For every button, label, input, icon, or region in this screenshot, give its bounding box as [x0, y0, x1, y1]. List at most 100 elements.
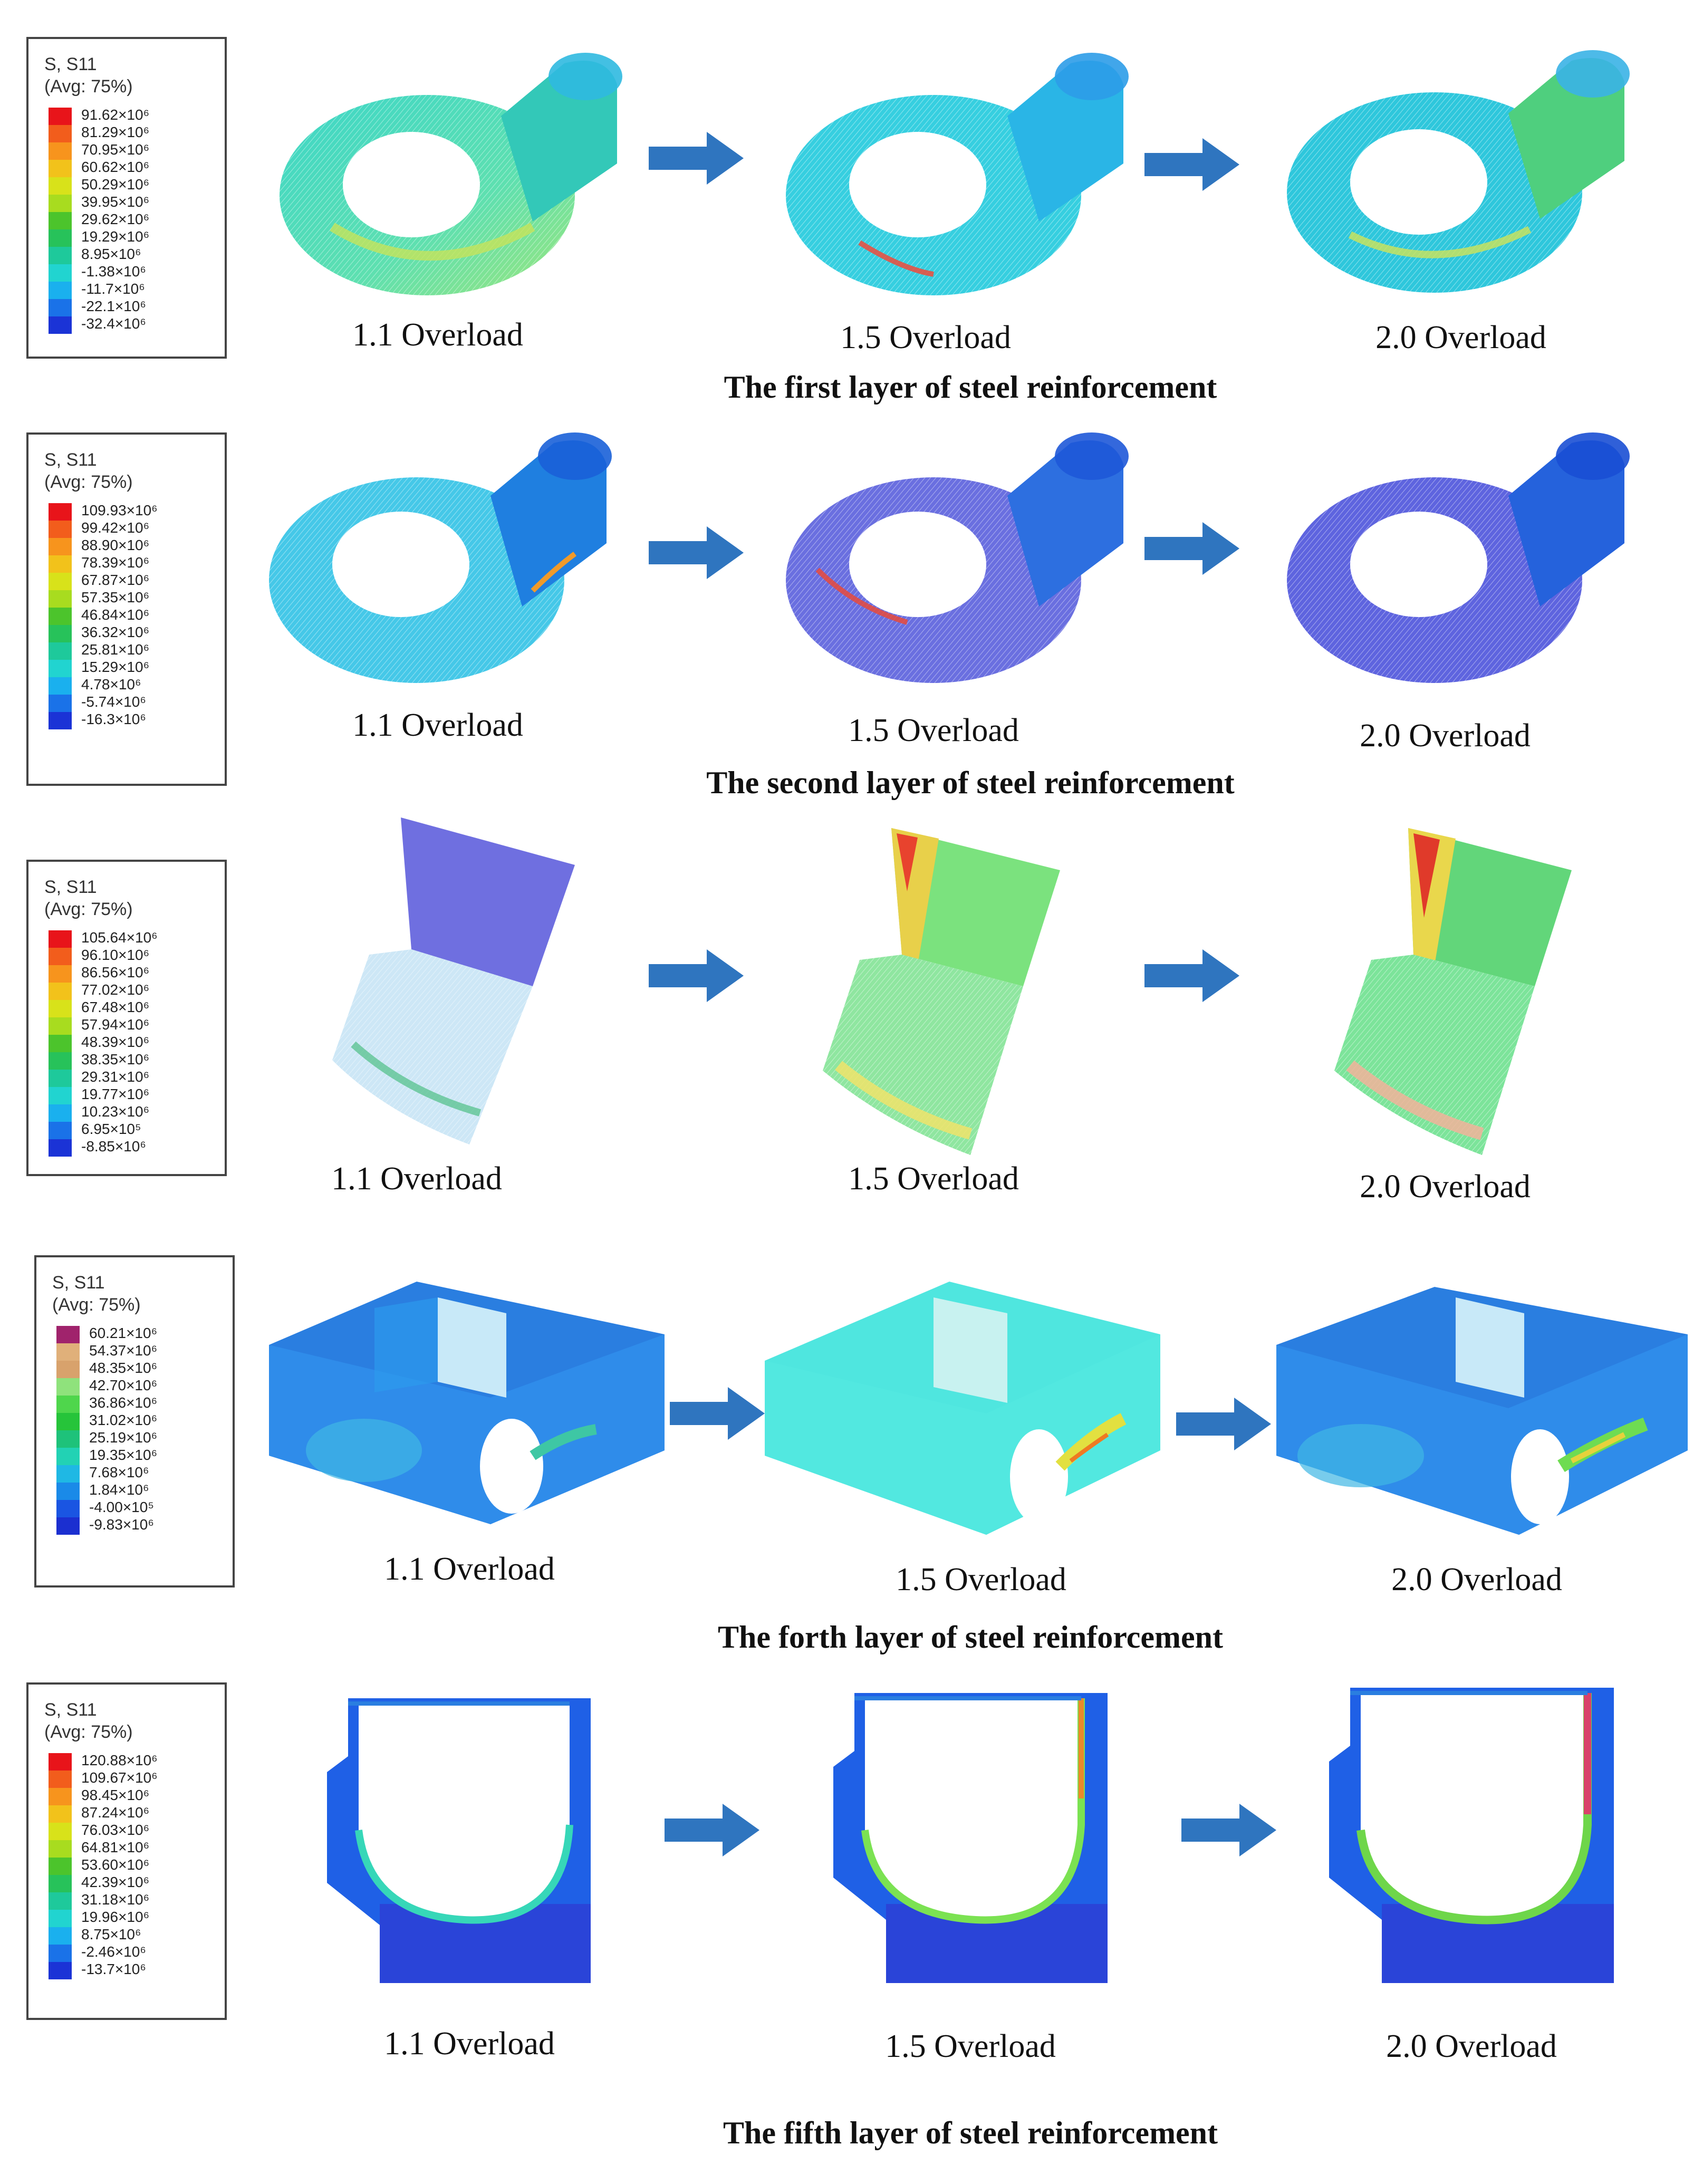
legend-swatch: [49, 1962, 72, 1979]
legend-tick-label: 81.29×10⁶: [81, 124, 150, 140]
overload-label: 1.1 Overload: [331, 1161, 502, 1197]
overload-label: 1.5 Overload: [896, 1562, 1066, 1598]
pipe-elbow-figure-1-1: [332, 817, 575, 1144]
legend-swatch: [49, 555, 72, 573]
legend-tick-label: 38.35×10⁶: [81, 1051, 150, 1067]
legend-tick-label: 64.81×10⁶: [81, 1839, 150, 1855]
legend-swatch: [49, 1840, 72, 1858]
layer-caption: The forth layer of steel reinforcement: [717, 1620, 1224, 1654]
legend-swatch: [56, 1448, 80, 1465]
legend-tick-label: 19.77×10⁶: [81, 1086, 150, 1102]
legend-tick-label: 91.62×10⁶: [81, 107, 150, 123]
legend-tick-label: 98.45×10⁶: [81, 1787, 150, 1803]
legend: S, S11 (Avg: 75%) 91.62×10⁶ 81.29×10⁶ 70.9…: [26, 37, 227, 359]
legend-tick-label: 31.18×10⁶: [81, 1891, 150, 1908]
legend-swatch: [56, 1326, 80, 1343]
spiral-casing-figure-1-1: [269, 432, 612, 683]
legend-swatch: [49, 142, 72, 160]
legend-swatch: [56, 1465, 80, 1483]
legend-tick-label: 67.87×10⁶: [81, 572, 150, 588]
legend-swatch: [49, 1892, 72, 1910]
legend-swatch: [49, 695, 72, 712]
legend-tick-label: -32.4×10⁶: [81, 315, 146, 332]
legend-tick-label: 19.96×10⁶: [81, 1909, 150, 1925]
legend-swatch: [49, 608, 72, 625]
legend-title: S, S11: [44, 1700, 97, 1720]
legend-swatch: [49, 160, 72, 177]
legend-tick-label: -4.00×10⁵: [89, 1499, 154, 1515]
legend-tick-label: 4.78×10⁶: [81, 676, 141, 692]
legend-swatch: [49, 247, 72, 264]
legend-swatch: [49, 1823, 72, 1840]
legend-swatch: [49, 965, 72, 983]
legend-tick-label: -9.83×10⁶: [89, 1516, 154, 1533]
spiral-casing-figure-2-0: [1287, 50, 1630, 293]
legend-swatch: [49, 625, 72, 642]
legend-swatch: [56, 1361, 80, 1378]
legend-swatch: [49, 212, 72, 229]
legend-swatch: [49, 642, 72, 660]
overload-label: 1.5 Overload: [885, 2028, 1056, 2064]
layer-caption: The first layer of steel reinforcement: [724, 370, 1217, 405]
spiral-casing-figure-2-0: [1287, 432, 1630, 683]
legend-swatch: [56, 1343, 80, 1361]
legend-tick-label: 87.24×10⁶: [81, 1804, 150, 1821]
section-figure-1-1: [327, 1698, 591, 1983]
legend-tick-label: 42.39×10⁶: [81, 1874, 150, 1890]
legend-tick-label: -8.85×10⁶: [81, 1138, 146, 1154]
legend-tick-label: 29.31×10⁶: [81, 1069, 150, 1085]
legend-swatch: [56, 1378, 80, 1396]
overload-label: 2.0 Overload: [1375, 320, 1546, 355]
legend-swatch: [56, 1430, 80, 1448]
legend-swatch: [49, 1858, 72, 1875]
legend-tick-label: 67.48×10⁶: [81, 999, 150, 1015]
legend-swatch: [49, 1139, 72, 1157]
legend-tick-label: 36.32×10⁶: [81, 624, 150, 640]
legend-swatch: [49, 299, 72, 316]
legend-tick-label: 46.84×10⁶: [81, 607, 150, 623]
legend-swatch: [49, 1788, 72, 1805]
legend-tick-label: 39.95×10⁶: [81, 194, 150, 210]
legend-swatch: [49, 264, 72, 282]
legend-tick-label: 57.35×10⁶: [81, 589, 150, 605]
section-figure-1-5: [833, 1693, 1108, 1983]
spiral-casing-figure-1-1: [280, 53, 622, 295]
legend-swatch: [56, 1413, 80, 1430]
legend-tick-label: 29.62×10⁶: [81, 211, 150, 227]
box-structure-figure-1-1: [269, 1282, 665, 1524]
legend-tick-label: 25.19×10⁶: [89, 1429, 158, 1446]
legend-swatch: [56, 1517, 80, 1535]
legend-swatch: [49, 983, 72, 1000]
legend-title: S, S11: [44, 877, 97, 897]
legend-swatch: [49, 1000, 72, 1017]
legend-tick-label: 109.67×10⁶: [81, 1769, 158, 1786]
legend-swatch: [49, 1017, 72, 1035]
arrow-icon: [665, 1804, 759, 1856]
legend-swatch: [49, 1753, 72, 1771]
legend-tick-label: 99.42×10⁶: [81, 519, 150, 536]
legend-swatch: [56, 1500, 80, 1517]
legend-tick-label: 70.95×10⁶: [81, 141, 150, 158]
legend-tick-label: 7.68×10⁶: [89, 1464, 149, 1480]
legend-swatch: [49, 930, 72, 948]
overload-label: 1.1 Overload: [384, 2026, 555, 2062]
legend-swatch: [49, 1122, 72, 1139]
legend-swatch: [56, 1396, 80, 1413]
legend-swatch: [49, 1070, 72, 1087]
legend-swatch: [49, 108, 72, 125]
legend-tick-label: 19.35×10⁶: [89, 1447, 158, 1463]
legend-swatch: [49, 1087, 72, 1104]
legend-tick-label: 19.29×10⁶: [81, 228, 150, 245]
spiral-casing-figure-1-5: [786, 432, 1129, 683]
legend-swatch: [49, 177, 72, 195]
legend-tick-label: -5.74×10⁶: [81, 694, 146, 710]
legend-swatch: [49, 1104, 72, 1122]
legend-tick-label: 86.56×10⁶: [81, 964, 150, 980]
legend-tick-label: 78.39×10⁶: [81, 554, 150, 571]
overload-label: 1.1 Overload: [352, 317, 523, 353]
legend-swatch: [49, 1875, 72, 1892]
legend-tick-label: 60.62×10⁶: [81, 159, 150, 175]
legend-tick-label: 57.94×10⁶: [81, 1016, 150, 1033]
legend-tick-label: -22.1×10⁶: [81, 298, 146, 314]
legend-swatch: [49, 195, 72, 212]
